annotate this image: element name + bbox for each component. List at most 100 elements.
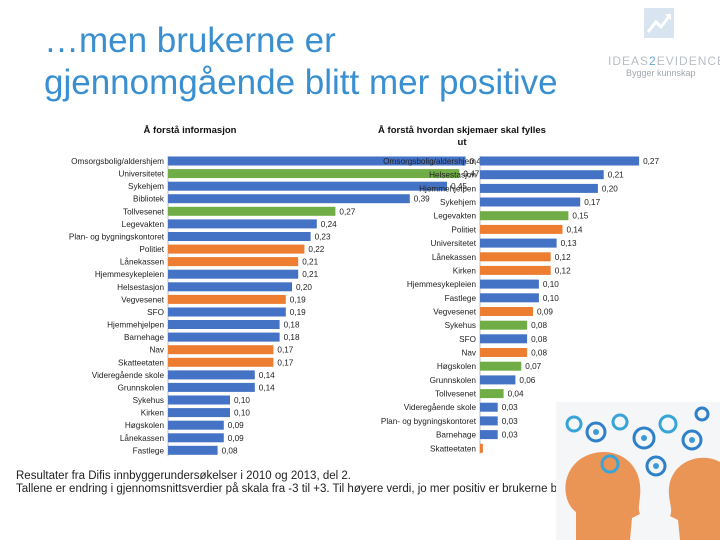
chart-1-bar xyxy=(168,219,317,229)
chart-2-category-label: Fastlege xyxy=(445,294,477,303)
chart-1-bar xyxy=(168,169,460,179)
chart-1-value-label: 0,20 xyxy=(296,283,312,292)
chart-1-bar xyxy=(168,445,218,455)
chart-2-value-label: 0,14 xyxy=(567,225,583,234)
chart-2-bar xyxy=(480,197,581,207)
page-title-line2: gjennomgående blitt mer positive xyxy=(44,63,558,102)
chart-1-category-label: Legevakten xyxy=(122,220,165,229)
company-logo: IDEAS2EVIDENCE Bygger kunnskap xyxy=(598,8,720,82)
chart-1-category-label: Plan- og bygningskontoret xyxy=(69,233,165,242)
chart-1-category-label: Lånekassen xyxy=(120,433,165,443)
chart-2-value-label: 0,27 xyxy=(643,157,659,166)
chart-1-bar xyxy=(168,433,224,443)
chart-2-value-label: 0,13 xyxy=(561,239,577,248)
chart-1-bar xyxy=(168,269,299,279)
chart-1-category-label: Universitetet xyxy=(118,170,164,179)
chart-growth-icon xyxy=(644,8,674,38)
chart-2-value-label: 0,03 xyxy=(502,417,518,426)
chart-2-category-label: Videregående skole xyxy=(404,402,477,412)
heads-with-gears-icon xyxy=(556,402,720,540)
chart-1-category-label: Omsorgsbolig/aldershjem xyxy=(71,157,164,166)
chart-2-value-label: 0,08 xyxy=(531,335,547,344)
chart-1-bar xyxy=(168,332,280,342)
chart-2-bar xyxy=(480,307,533,316)
chart-1-value-label: 0,08 xyxy=(222,446,238,455)
footnote-line1: Resultater fra Difis innbyggerundersøkel… xyxy=(16,470,351,482)
logo-tagline: Bygger kunnskap xyxy=(626,68,696,78)
chart-1-value-label: 0,17 xyxy=(277,346,293,355)
logo-wordmark: IDEAS2EVIDENCE xyxy=(608,54,720,68)
chart-2-bar xyxy=(480,183,598,193)
chart-1-bar xyxy=(168,420,224,430)
chart-2-category-label: Tollvesenet xyxy=(435,390,477,399)
chart-2-value-label: 0,10 xyxy=(543,280,559,289)
chart-1-category-label: Barnehage xyxy=(124,333,165,342)
chart-1-value-label: 0,09 xyxy=(228,434,244,443)
chart-2-category-label: Grunnskolen xyxy=(430,376,477,385)
chart-2-category-label: Omsorgsbolig/aldershjem xyxy=(383,157,476,166)
chart-2-title: Å forstå hvordan skjemaer skal fylles ut xyxy=(378,125,546,148)
chart-2-bar xyxy=(480,375,516,385)
chart-2-bar xyxy=(480,211,569,221)
chart-1-category-label: Lånekassen xyxy=(120,257,165,267)
chart-1-value-label: 0,18 xyxy=(284,333,300,342)
chart-1-bar xyxy=(168,181,447,191)
chart-1-value-label: 0,27 xyxy=(339,207,355,216)
chart-2-bar xyxy=(480,170,604,180)
chart-1-bar xyxy=(168,282,292,292)
chart-1-value-label: 0,21 xyxy=(302,270,318,279)
footnote-line2: Tallene er endring i gjennomsnittsverdie… xyxy=(16,483,572,495)
chart-1-value-label: 0,24 xyxy=(321,220,337,229)
chart-2-category-label: Kirken xyxy=(453,266,477,275)
chart-1-category-label: Hjemmesykepleien xyxy=(95,270,165,279)
chart-2-bar xyxy=(480,334,528,344)
chart-2-value-label: 0,20 xyxy=(602,184,618,193)
chart-2-bar xyxy=(480,361,522,371)
chart-1-category-label: Bibliotek xyxy=(133,195,165,204)
chart-1-bar xyxy=(168,395,230,405)
chart-1-category-label: Hjemmehjelpen xyxy=(107,321,164,330)
chart-1-category-label: Helsestasjon xyxy=(117,283,164,292)
chart-2-value-label: 0,12 xyxy=(555,266,571,275)
chart-1-category-label: Tollvesenet xyxy=(123,207,165,216)
chart-1-value-label: 0,19 xyxy=(290,295,306,304)
chart-2-value-label: 0,10 xyxy=(543,294,559,303)
chart-2-value-label: 0,08 xyxy=(531,321,547,330)
chart-2-value-label: 0,07 xyxy=(525,362,541,371)
chart-2-category-label: Helsestasjon xyxy=(429,171,476,180)
chart-2-category-label: Sykehus xyxy=(445,321,476,330)
chart-2-category-label: Barnehage xyxy=(436,431,477,440)
chart-1-bar xyxy=(168,357,274,367)
chart-1-bar xyxy=(168,194,410,204)
chart-2-category-label: Sykehjem xyxy=(440,198,476,207)
chart-2-category-label: Lånekassen xyxy=(432,252,477,262)
chart-2-category-label: Politiet xyxy=(451,225,476,234)
chart-2-bar xyxy=(480,430,498,440)
chart-2-bar xyxy=(480,265,551,275)
chart-2-bar xyxy=(480,279,539,289)
chart-2-value-label: 0,09 xyxy=(537,308,553,317)
chart-2-category-label: Hjemmesykepleien xyxy=(407,280,477,289)
chart-2-title-line: ut xyxy=(458,137,468,148)
chart-2-category-label: Skatteetaten xyxy=(430,444,476,453)
chart-1-bar xyxy=(168,370,255,380)
chart-1-bar xyxy=(168,345,274,355)
chart-1-bar xyxy=(168,294,286,304)
chart-1-category-label: Grunnskolen xyxy=(118,383,165,392)
chart-2-category-label: Universitetet xyxy=(430,239,476,248)
chart-1-value-label: 0,18 xyxy=(284,321,300,330)
chart-1-value-label: 0,22 xyxy=(308,245,324,254)
chart-2-bar xyxy=(480,416,498,426)
chart-2-bar xyxy=(480,293,539,303)
chart-1-category-label: Skatteetaten xyxy=(118,358,164,367)
chart-1-category-label: Videregående skole xyxy=(92,370,165,380)
chart-1-bar xyxy=(168,156,466,166)
chart-1-bar xyxy=(168,320,280,329)
chart-1-category-label: Vegvesenet xyxy=(121,295,165,304)
chart-2-value-label: 0,08 xyxy=(531,349,547,358)
chart-2-bar xyxy=(480,224,563,234)
chart-2-category-label: Nav xyxy=(461,349,476,358)
chart-2-category-label: Hjemmehjelpen xyxy=(419,184,476,193)
chart-1-bar xyxy=(168,408,230,418)
